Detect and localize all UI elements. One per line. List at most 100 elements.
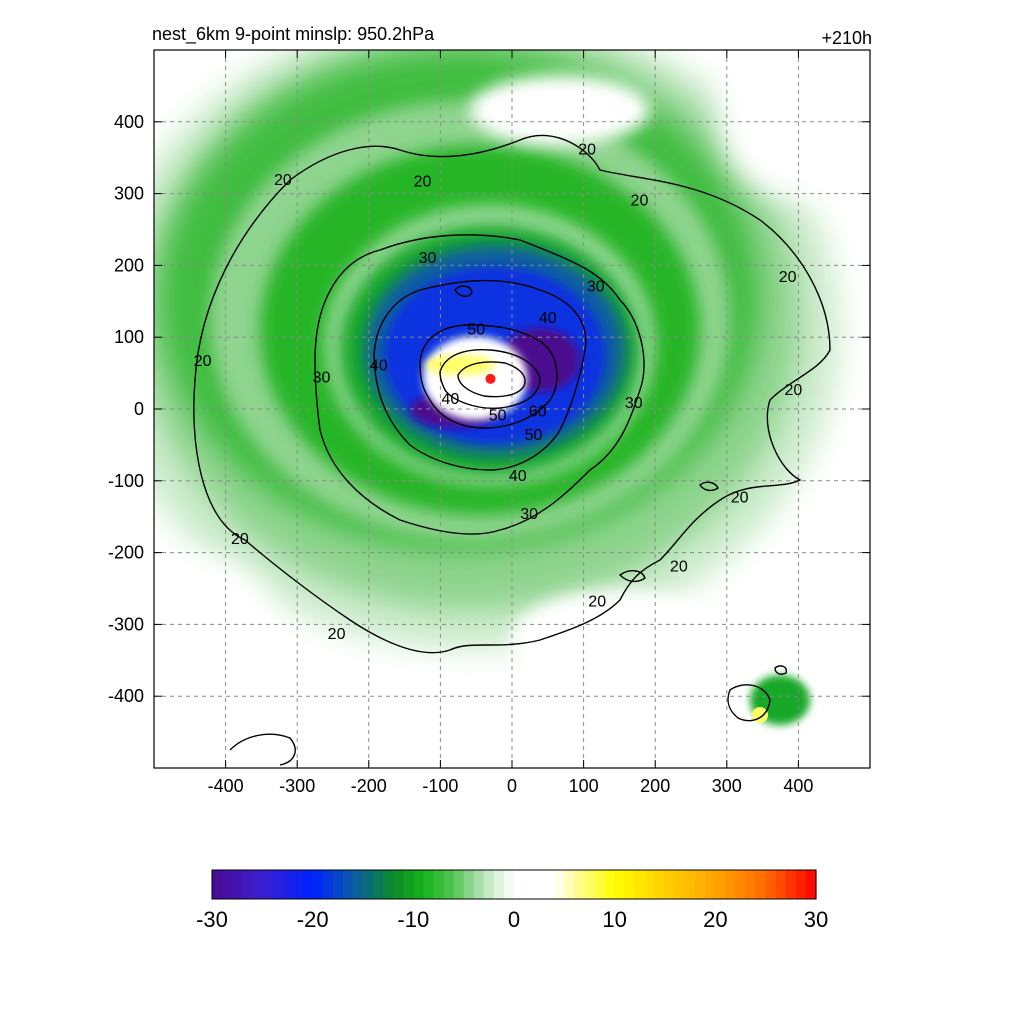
colorbar-cell [594, 870, 606, 899]
y-tick-label: 400 [114, 112, 144, 132]
x-tick-label: -100 [422, 776, 458, 796]
contour-label: 20 [578, 141, 596, 158]
colorbar-cell [685, 870, 696, 899]
colorbar-cell [574, 870, 586, 899]
contour-label-text: 20 [194, 353, 212, 370]
contour-label-text: 20 [779, 269, 797, 286]
colorbar-cell [433, 870, 445, 899]
colorbar-cell [765, 870, 777, 899]
colorbar-tick-label: 30 [804, 907, 828, 932]
colorbar-cell [614, 870, 626, 899]
contour-label: 50 [467, 322, 485, 339]
shaded-field [154, 50, 870, 725]
colorbar-tick-label: 0 [508, 907, 520, 932]
colorbar-cell [514, 870, 525, 899]
contour-label-text: 20 [328, 626, 346, 643]
colorbar-cell [755, 870, 767, 899]
colorbar-cells [212, 870, 817, 899]
colorbar-cell [604, 870, 616, 899]
colorbar-cell [262, 870, 273, 899]
colorbar-cell [373, 870, 384, 899]
colorbar-cell [634, 870, 646, 899]
colorbar-cell [242, 870, 253, 899]
contour-label: 20 [231, 531, 249, 548]
contour-small-6 [229, 733, 296, 766]
colorbar-cell [675, 870, 686, 899]
contour-label-text: 20 [231, 531, 249, 548]
colorbar-cell [483, 870, 495, 899]
colorbar-cell [443, 870, 455, 899]
colorbar-cell [413, 870, 424, 899]
colorbar-tick-label: 20 [703, 907, 727, 932]
colorbar-cell [493, 870, 505, 899]
contour-label-text: 40 [539, 310, 557, 327]
y-tick-label: -300 [108, 614, 144, 634]
contour-label-text: 40 [370, 357, 388, 374]
contour-20-outer [193, 134, 831, 654]
contour-label-text: 20 [731, 490, 749, 507]
y-tick-label: 300 [114, 184, 144, 204]
contour-label: 30 [587, 279, 605, 296]
colorbar-cell [654, 870, 666, 899]
x-tick-label: -400 [208, 776, 244, 796]
colorbar-cell [282, 870, 294, 899]
contour-small-1 [454, 285, 473, 297]
contour-label: 20 [779, 269, 797, 286]
colorbar-tick-label: 10 [602, 907, 626, 932]
contour-label-text: 20 [274, 172, 292, 189]
contour-small-5 [618, 570, 646, 583]
y-tick-label: 0 [134, 399, 144, 419]
x-tick-label: -200 [351, 776, 387, 796]
contour-label: 20 [731, 490, 749, 507]
contour-label: 50 [525, 427, 543, 444]
contour-label-text: 50 [489, 408, 507, 425]
contour-label: 20 [328, 626, 346, 643]
colorbar-cell [534, 870, 545, 899]
colorbar-cell [383, 870, 394, 899]
colorbar-cell [252, 870, 263, 899]
colorbar-cell [272, 870, 284, 899]
colorbar-cell [312, 870, 324, 899]
contour-60 [439, 348, 541, 409]
colorbar-tick-label: -20 [297, 907, 329, 932]
contour-30 [314, 234, 645, 535]
colorbar-cell [423, 870, 435, 899]
x-tick-label: 100 [569, 776, 599, 796]
contour-label-text: 20 [631, 192, 649, 209]
contour-label-text: 30 [419, 250, 437, 267]
contour-label: 40 [539, 310, 557, 327]
contour-label: 30 [419, 250, 437, 267]
contour-label-text: 20 [588, 594, 606, 611]
contour-label-text: 20 [578, 141, 596, 158]
wind-contours [193, 134, 831, 766]
colorbar-cell [695, 870, 706, 899]
contour-label: 20 [414, 174, 432, 191]
colorbar-cell [785, 870, 797, 899]
colorbar-cell [554, 870, 565, 899]
forecast-hour-label: +210h [821, 28, 872, 48]
contour-label: 20 [784, 382, 802, 399]
colorbar-cell [363, 870, 374, 899]
colorbar-cell [524, 870, 535, 899]
contour-small-3 [774, 665, 788, 675]
colorbar-cell [232, 870, 243, 899]
colorbar-labels: -30 -20 -10 0 10 20 30 [196, 907, 828, 932]
contour-label: 20 [588, 594, 606, 611]
colorbar-cell [503, 870, 515, 899]
contour-labels: 20 20 20 20 20 20 20 20 20 20 20 20 30 30 30 30 30 40 40 40… [194, 141, 803, 643]
contour-label: 30 [625, 395, 643, 412]
contour-label: 40 [370, 357, 388, 374]
x-tick-label: 400 [783, 776, 813, 796]
colorbar-cell [624, 870, 636, 899]
contour-label-text: 60 [529, 403, 547, 420]
colorbar-cell [735, 870, 747, 899]
colorbar-cell [805, 870, 817, 899]
contour-label-text: 20 [670, 559, 688, 576]
contour-label: 20 [670, 559, 688, 576]
y-tick-label: 100 [114, 327, 144, 347]
colorbar-cell [544, 870, 555, 899]
y-tick-label: 200 [114, 255, 144, 275]
contour-label-text: 30 [625, 395, 643, 412]
contour-label-text: 30 [520, 506, 538, 523]
